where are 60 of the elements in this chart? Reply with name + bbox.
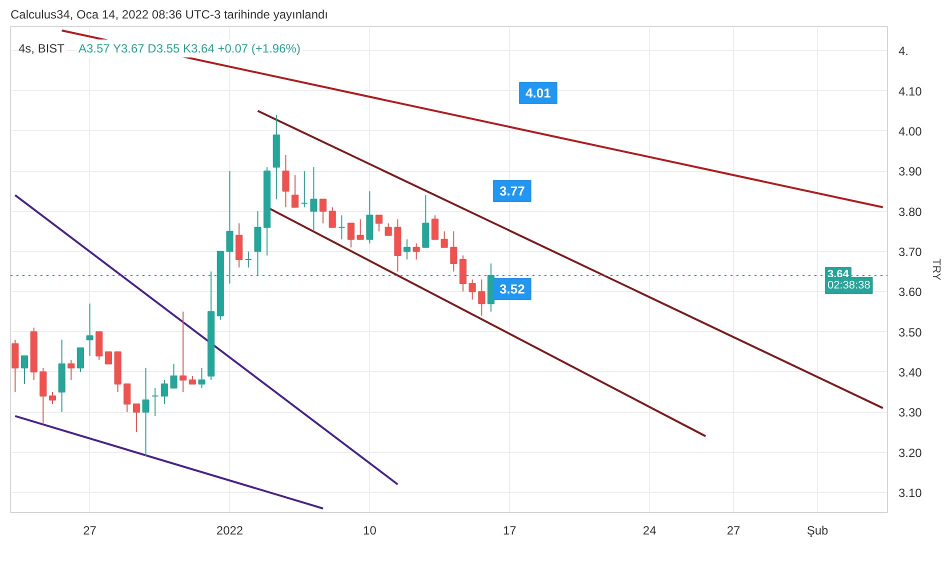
- candlestick: [152, 387, 159, 417]
- candlestick: [412, 242, 420, 260]
- candlestick: [292, 174, 299, 208]
- text: 4s, BIST: [18, 42, 66, 56]
- candlestick: [20, 355, 28, 384]
- candlestick: [440, 230, 448, 248]
- candlestick: [356, 218, 364, 240]
- y-tick-label: 3.40: [898, 365, 922, 380]
- candlestick: [132, 404, 140, 433]
- candlestick: [48, 392, 56, 405]
- candlestick: [124, 383, 131, 413]
- x-tick-label: Şub: [806, 524, 829, 538]
- candlestick: [431, 214, 439, 240]
- candlestick: [76, 347, 84, 372]
- y-tick-label: 4.: [898, 44, 909, 58]
- candlestick: [198, 367, 206, 388]
- candlestick: [338, 214, 346, 240]
- candlestick: [180, 311, 187, 393]
- x-tick-label: 10: [363, 524, 377, 538]
- y-tick-label: 4.00: [898, 124, 922, 138]
- y-tick-label: 3.80: [898, 204, 922, 219]
- x-tick-label: 2022: [216, 524, 244, 538]
- annotation: 3.52: [500, 282, 525, 296]
- candlestick: [384, 222, 392, 236]
- y-axis-title: TRY: [930, 258, 942, 282]
- candlestick: [450, 230, 458, 272]
- y-tick-label: 3.10: [898, 486, 922, 500]
- candlestick: [244, 250, 252, 268]
- y-tick-label: 3.70: [898, 244, 922, 259]
- x-tick-label: 24: [642, 524, 657, 538]
- candlestick: [310, 166, 318, 232]
- candlestick: [348, 222, 355, 248]
- y-tick-label: 4.10: [898, 84, 922, 98]
- text: A3.57 Y3.67 D3.55 K3.64 +0.07 (+1.96%): [78, 42, 300, 56]
- y-tick-label: 3.30: [898, 406, 922, 420]
- y-tick-label: 3.50: [898, 325, 922, 340]
- candlestick: [375, 214, 383, 232]
- text: Calculus34, Oca 14, 2022 08:36 UTC-3 tarihinde yayınlandı: [10, 8, 328, 22]
- x-tick-label: 17: [502, 524, 517, 538]
- candlestick: [68, 359, 75, 380]
- candlestick: [86, 303, 94, 356]
- annotation: 02:38:38: [828, 280, 870, 292]
- x-tick-label: 27: [83, 524, 97, 538]
- candlestick: [160, 379, 168, 405]
- candlestick: [104, 351, 112, 364]
- x-tick-label: 27: [726, 524, 741, 538]
- candlestick: [142, 367, 150, 457]
- candlestick: [468, 279, 476, 300]
- annotation: 4.01: [526, 86, 551, 100]
- candlestick: [170, 363, 178, 388]
- candlestick: [300, 170, 308, 208]
- candlestick: [478, 279, 486, 316]
- y-tick-label: 3.90: [898, 164, 922, 179]
- candlestick: [328, 206, 336, 228]
- annotation: 3.77: [500, 184, 525, 198]
- y-tick-label: 3.60: [898, 285, 922, 300]
- candlestick: [403, 238, 411, 260]
- y-tick-label: 3.20: [898, 446, 922, 460]
- candlestick: [282, 154, 290, 208]
- candlestick: [320, 198, 327, 224]
